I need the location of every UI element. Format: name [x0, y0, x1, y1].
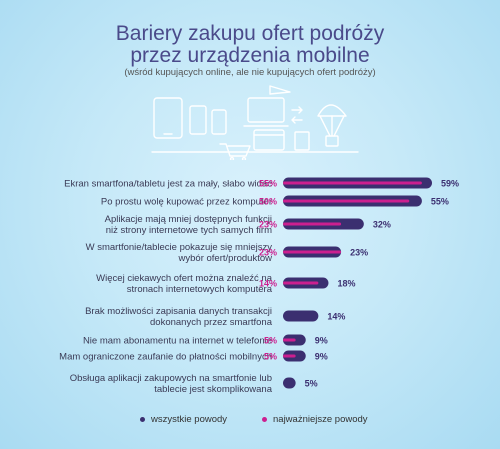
- category-label-line: Ekran smartfona/tabletu jest za mały, sł…: [64, 179, 272, 190]
- data-label-all: 23%: [350, 247, 368, 257]
- category-label: Aplikacje mają mniej dostępnych funkcji n…: [105, 214, 272, 236]
- chart-title-line1: Bariery zakupu ofert podróży: [115, 22, 385, 45]
- category-label-line: dokonanych przez smartfona: [150, 317, 273, 328]
- data-label-all: 5%: [305, 378, 318, 388]
- chart-title-line2: przez urządzenia mobilne: [130, 44, 370, 67]
- travel-illustration-icon: [151, 85, 359, 160]
- category-label-line: niż strony internetowe tych samych firm: [106, 225, 272, 236]
- chart-legend: wszystkie powody najważniejsze powody: [0, 414, 500, 428]
- bar-important: [283, 181, 422, 185]
- data-label-all: 32%: [373, 219, 391, 229]
- category-label: Więcej ciekawych ofert można znaleźć na s…: [96, 273, 273, 295]
- category-label: Brak możliwości zapisania danych transak…: [85, 306, 273, 328]
- category-label-line: Więcej ciekawych ofert można znaleźć na: [96, 273, 273, 284]
- legend-dot-important-icon: [262, 417, 267, 422]
- data-label-important: 23%: [259, 247, 277, 257]
- category-label: Ekran smartfona/tabletu jest za mały, sł…: [64, 179, 272, 190]
- data-label-all: 18%: [337, 278, 355, 288]
- data-label-all: 14%: [327, 311, 345, 321]
- data-label-important: 50%: [259, 196, 277, 206]
- category-label-line: Nie mam abonamentu na internet w telefon…: [83, 336, 272, 347]
- category-label-line: Obsługa aplikacji zakupowych na smartfon…: [70, 373, 272, 384]
- bar-all: [283, 310, 319, 322]
- category-label-line: stronach internetowych komputera: [127, 284, 273, 295]
- category-label-line: Brak możliwości zapisania danych transak…: [85, 306, 272, 317]
- legend-label-all: wszystkie powody: [151, 414, 228, 425]
- category-label-line: Aplikacje mają mniej dostępnych funkcji: [105, 214, 272, 225]
- category-label-line: Mam ograniczone zaufanie do płatności mo…: [59, 352, 272, 363]
- chart-subtitle: (wśród kupujących online, ale nie kupują…: [124, 67, 376, 78]
- legend-dot-all-icon: [140, 417, 145, 422]
- data-label-important: 55%: [259, 178, 277, 188]
- data-label-important: 14%: [259, 278, 277, 288]
- category-label-line: W smartfonie/tablecie pokazuje się mniej…: [86, 242, 273, 253]
- category-label: Obsługa aplikacji zakupowych na smartfon…: [70, 373, 273, 395]
- category-label-line: Po prostu wolę kupować przez komputer: [101, 197, 272, 208]
- bar-important: [283, 281, 319, 285]
- legend-label-important: najważniejsze powody: [273, 414, 368, 425]
- data-label-important: 5%: [264, 335, 277, 345]
- data-label-important: 5%: [264, 351, 277, 361]
- category-label-line: wybór ofert/produktów: [178, 253, 273, 264]
- legend-item-all: wszystkie powody: [140, 414, 227, 425]
- data-label-all: 9%: [315, 351, 328, 361]
- bar-important: [283, 354, 296, 358]
- category-label: Nie mam abonamentu na internet w telefon…: [83, 336, 272, 347]
- legend-item-important: najważniejsze powody: [262, 414, 368, 425]
- category-label: W smartfonie/tablecie pokazuje się mniej…: [86, 242, 273, 264]
- bar-important: [283, 199, 410, 203]
- bar-important: [283, 222, 342, 226]
- category-label: Mam ograniczone zaufanie do płatności mo…: [59, 352, 272, 363]
- bar-all: [283, 377, 296, 389]
- data-label-all: 59%: [441, 178, 459, 188]
- data-label-all: 55%: [431, 196, 449, 206]
- data-label-all: 9%: [315, 335, 328, 345]
- category-label-line: tablecie jest skomplikowana: [154, 384, 272, 395]
- data-label-important: 23%: [259, 219, 277, 229]
- bar-important: [283, 250, 342, 254]
- category-label: Po prostu wolę kupować przez komputer: [101, 197, 272, 208]
- bar-important: [283, 338, 296, 342]
